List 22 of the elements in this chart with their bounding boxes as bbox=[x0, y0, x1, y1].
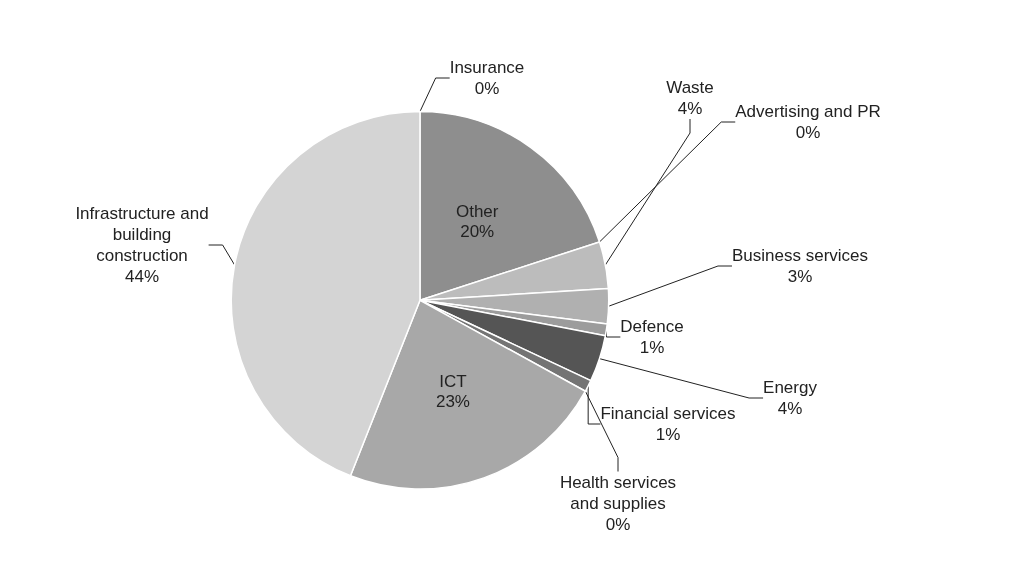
slice-label: ICT bbox=[439, 372, 467, 392]
data-label: 44% bbox=[124, 267, 160, 286]
data-label: 1% bbox=[639, 338, 665, 357]
slice-label: Defence bbox=[620, 317, 684, 336]
data-label: 20% bbox=[460, 222, 495, 242]
slice-label: Financial services bbox=[600, 404, 736, 423]
category-label: Insurance bbox=[449, 58, 525, 77]
data-label: 23% bbox=[435, 392, 470, 412]
slice-label: Other bbox=[455, 202, 499, 222]
slice-label: Business services bbox=[731, 246, 869, 265]
category-label: Advertising and PR bbox=[735, 102, 881, 121]
data-label: 1% bbox=[655, 425, 681, 444]
slice-label: Infrastructure and building construction bbox=[75, 204, 209, 265]
text: 0% bbox=[795, 123, 821, 142]
text: 0% bbox=[605, 514, 631, 534]
category-label: Health services and supplies bbox=[559, 472, 677, 513]
slice-label: Energy bbox=[763, 378, 818, 397]
data-label: 3% bbox=[787, 267, 813, 286]
text: 0% bbox=[474, 79, 500, 98]
slice-label: Waste bbox=[666, 78, 714, 97]
data-label: 4% bbox=[677, 99, 703, 118]
data-label: 4% bbox=[777, 399, 803, 418]
